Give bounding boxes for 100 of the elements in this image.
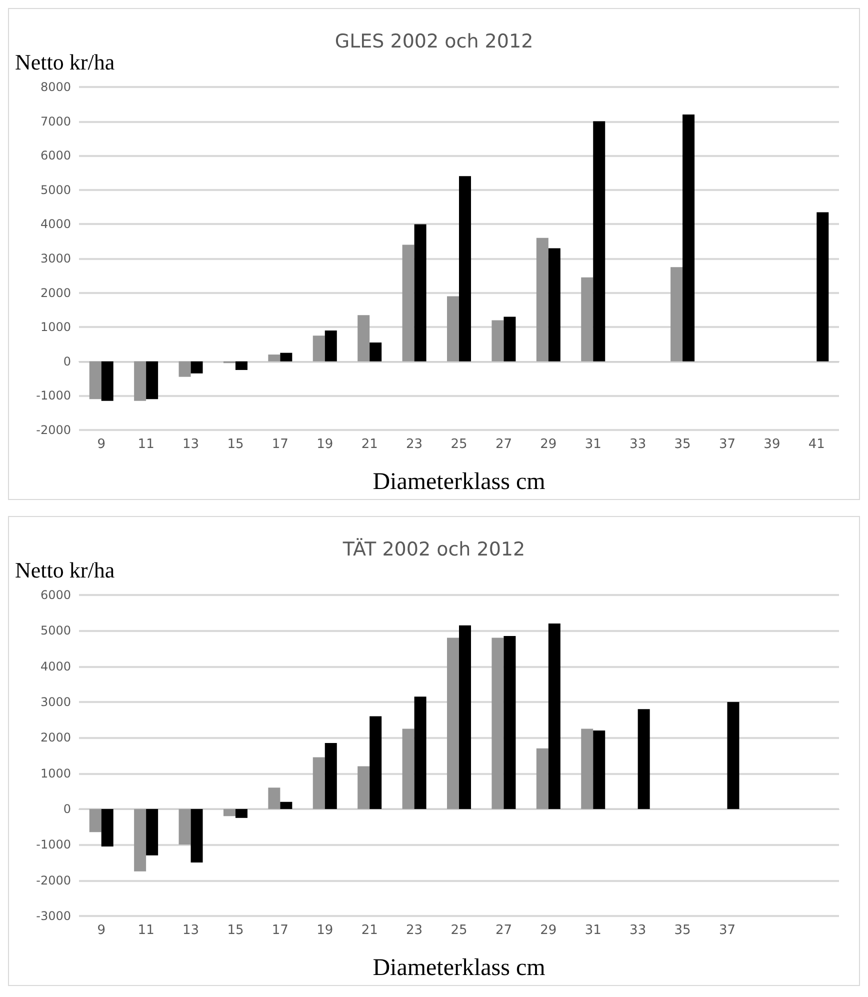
x-tick-label: 19 <box>316 437 334 452</box>
bar <box>593 121 606 362</box>
y-tick-label: 1000 <box>40 766 71 780</box>
x-tick-label: 35 <box>674 437 691 452</box>
bar <box>402 244 414 362</box>
y-tick-label: -1000 <box>36 388 71 403</box>
x-tick-label: 11 <box>138 923 154 938</box>
x-tick-label: 13 <box>182 923 200 938</box>
bar <box>459 625 471 809</box>
bar <box>370 342 382 362</box>
y-tick-label: 3000 <box>40 252 71 266</box>
bar <box>235 361 248 370</box>
bar <box>459 176 471 362</box>
bar <box>89 361 102 400</box>
x-tick-label: 15 <box>227 437 244 452</box>
bar <box>324 743 337 809</box>
bar <box>492 638 504 809</box>
bar <box>358 766 370 809</box>
bar <box>670 267 683 362</box>
y-tick-label: 3000 <box>40 695 71 709</box>
x-tick-label: 33 <box>630 437 646 452</box>
y-tick-label: 2000 <box>40 286 71 300</box>
bar <box>638 709 650 809</box>
bar <box>414 696 426 809</box>
bar <box>134 361 146 401</box>
bar <box>593 730 606 809</box>
bar <box>414 224 426 362</box>
y-tick-label: -2000 <box>36 873 71 888</box>
bar <box>504 636 516 809</box>
bar <box>312 336 325 362</box>
y-tick-label: 6000 <box>40 148 71 163</box>
y-axis-title: Netto kr/ha <box>15 50 115 74</box>
bar <box>312 757 325 809</box>
bar <box>581 728 594 809</box>
x-tick-label: 37 <box>718 923 736 938</box>
x-tick-label: 39 <box>764 437 780 452</box>
bar <box>223 809 236 816</box>
chart-title: GLES 2002 och 2012 <box>334 30 534 52</box>
bar <box>190 361 203 374</box>
x-tick-label: 15 <box>227 923 244 938</box>
bar <box>581 277 594 362</box>
y-tick-label: 2000 <box>40 730 71 745</box>
y-tick-label: 4000 <box>40 217 71 232</box>
y-tick-label: 6000 <box>40 588 71 602</box>
bar <box>504 316 516 362</box>
bar <box>178 809 191 845</box>
y-tick-label: -3000 <box>36 909 71 923</box>
x-axis-title: Diameterklass cm <box>372 955 546 981</box>
x-tick-label: 19 <box>316 923 334 938</box>
bar <box>492 320 504 362</box>
x-tick-label: 41 <box>808 437 825 452</box>
x-axis-title: Diameterklass cm <box>372 469 546 495</box>
y-tick-label: 1000 <box>40 320 71 334</box>
y-tick-label: -1000 <box>36 838 71 852</box>
bar <box>727 702 740 809</box>
bar <box>358 315 370 362</box>
y-tick-label: -2000 <box>36 423 71 437</box>
bar <box>235 809 248 818</box>
bar <box>146 809 158 856</box>
bar <box>447 638 459 809</box>
x-tick-label: 27 <box>495 923 512 938</box>
x-tick-label: 33 <box>630 923 646 938</box>
y-tick-label: 4000 <box>40 659 71 674</box>
x-tick-label: 37 <box>718 437 736 452</box>
bar <box>536 748 548 809</box>
y-tick-label: 8000 <box>40 80 71 94</box>
y-tick-label: 5000 <box>40 624 71 638</box>
bar <box>101 809 114 846</box>
x-tick-label: 17 <box>272 437 288 452</box>
y-axis-title: Netto kr/ha <box>15 558 115 582</box>
bar <box>268 788 280 809</box>
bar <box>280 352 292 362</box>
y-tick-label: 7000 <box>40 114 71 128</box>
y-tick-label: 0 <box>63 802 71 816</box>
bar <box>178 361 191 377</box>
x-tick-label: 21 <box>361 923 378 938</box>
bar <box>324 330 337 362</box>
bar <box>402 728 414 809</box>
x-tick-label: 25 <box>450 923 468 938</box>
bar <box>447 296 459 362</box>
bar <box>134 809 146 872</box>
x-tick-label: 23 <box>406 437 423 452</box>
bar <box>548 248 560 362</box>
x-tick-label: 23 <box>406 923 423 938</box>
x-tick-label: 31 <box>584 437 602 452</box>
x-tick-label: 11 <box>138 437 154 452</box>
x-tick-label: 35 <box>674 923 691 938</box>
bar <box>280 802 292 809</box>
y-tick-label: 0 <box>63 354 71 368</box>
x-tick-label: 13 <box>182 437 200 452</box>
bar <box>816 212 829 362</box>
y-tick-label: 5000 <box>40 182 71 197</box>
x-tick-label: 9 <box>97 923 106 938</box>
chart-title: TÄT 2002 och 2012 <box>342 538 526 560</box>
x-tick-label: 9 <box>97 437 106 452</box>
x-tick-label: 31 <box>584 923 602 938</box>
x-tick-label: 17 <box>272 923 288 938</box>
x-tick-label: 29 <box>540 923 557 938</box>
bar <box>370 716 382 809</box>
bar <box>536 238 548 362</box>
